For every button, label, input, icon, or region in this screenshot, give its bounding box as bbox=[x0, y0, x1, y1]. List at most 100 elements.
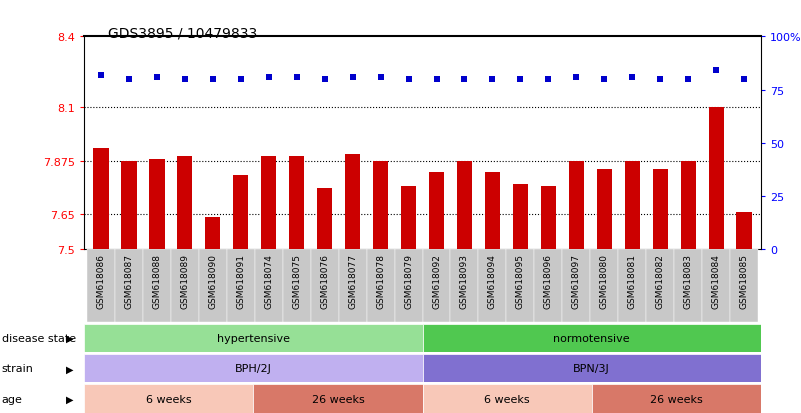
Bar bbox=[177, 157, 192, 250]
Point bbox=[542, 76, 555, 83]
Text: GSM618082: GSM618082 bbox=[656, 254, 665, 308]
Bar bbox=[736, 212, 752, 250]
Text: GSM618078: GSM618078 bbox=[376, 254, 385, 309]
Point bbox=[598, 76, 610, 83]
Bar bbox=[429, 173, 445, 250]
Bar bbox=[422, 324, 761, 352]
Text: GDS3895 / 10479833: GDS3895 / 10479833 bbox=[108, 27, 257, 41]
Bar bbox=[450, 250, 478, 322]
Bar bbox=[653, 169, 668, 250]
Bar bbox=[731, 250, 759, 322]
Bar bbox=[205, 218, 220, 250]
Bar bbox=[199, 250, 227, 322]
Text: GSM618093: GSM618093 bbox=[460, 254, 469, 309]
Text: ▶: ▶ bbox=[66, 394, 74, 404]
Point bbox=[207, 76, 219, 83]
Point bbox=[179, 76, 191, 83]
Bar bbox=[485, 173, 500, 250]
Point bbox=[486, 76, 499, 83]
Bar bbox=[597, 169, 612, 250]
Point bbox=[151, 74, 163, 81]
Point bbox=[318, 76, 331, 83]
Bar bbox=[143, 250, 171, 322]
Bar bbox=[87, 250, 115, 322]
Bar bbox=[84, 324, 422, 352]
Bar bbox=[93, 148, 109, 250]
Bar bbox=[367, 250, 395, 322]
Bar bbox=[422, 250, 450, 322]
Bar bbox=[373, 161, 388, 250]
Text: GSM618087: GSM618087 bbox=[124, 254, 133, 309]
Text: BPH/2J: BPH/2J bbox=[235, 363, 272, 373]
Bar bbox=[506, 250, 534, 322]
Bar bbox=[625, 161, 640, 250]
Bar bbox=[233, 176, 248, 250]
Bar bbox=[592, 385, 761, 413]
Point bbox=[738, 76, 751, 83]
Text: ▶: ▶ bbox=[66, 333, 74, 343]
Text: GSM618075: GSM618075 bbox=[292, 254, 301, 309]
Bar bbox=[261, 157, 276, 250]
Text: GSM618074: GSM618074 bbox=[264, 254, 273, 308]
Point bbox=[290, 74, 303, 81]
Point bbox=[402, 76, 415, 83]
Text: GSM618090: GSM618090 bbox=[208, 254, 217, 309]
Point bbox=[374, 74, 387, 81]
Bar bbox=[283, 250, 311, 322]
Point bbox=[430, 76, 443, 83]
Bar bbox=[422, 354, 761, 382]
Bar bbox=[317, 188, 332, 250]
Bar bbox=[311, 250, 339, 322]
Bar bbox=[513, 185, 528, 250]
Bar bbox=[534, 250, 562, 322]
Bar bbox=[149, 160, 164, 250]
Point bbox=[95, 72, 107, 79]
Bar bbox=[590, 250, 618, 322]
Bar bbox=[541, 186, 556, 250]
Text: GSM618096: GSM618096 bbox=[544, 254, 553, 309]
Text: 6 weeks: 6 weeks bbox=[146, 394, 191, 404]
Bar bbox=[255, 250, 283, 322]
Text: 26 weeks: 26 weeks bbox=[312, 394, 364, 404]
Bar bbox=[227, 250, 255, 322]
Text: GSM618077: GSM618077 bbox=[348, 254, 357, 309]
Bar bbox=[253, 385, 422, 413]
Bar bbox=[345, 154, 360, 250]
Bar bbox=[115, 250, 143, 322]
Point bbox=[262, 74, 275, 81]
Text: disease state: disease state bbox=[2, 333, 76, 343]
Point bbox=[682, 76, 694, 83]
Bar bbox=[422, 385, 592, 413]
Text: GSM618086: GSM618086 bbox=[96, 254, 106, 309]
Text: GSM618097: GSM618097 bbox=[572, 254, 581, 309]
Text: strain: strain bbox=[2, 363, 34, 373]
Text: 6 weeks: 6 weeks bbox=[485, 394, 530, 404]
Bar bbox=[289, 157, 304, 250]
Text: GSM618079: GSM618079 bbox=[404, 254, 413, 309]
Text: GSM618084: GSM618084 bbox=[712, 254, 721, 308]
Text: GSM618095: GSM618095 bbox=[516, 254, 525, 309]
Bar bbox=[618, 250, 646, 322]
Point bbox=[235, 76, 248, 83]
Bar bbox=[457, 161, 472, 250]
Text: GSM618081: GSM618081 bbox=[628, 254, 637, 309]
Text: GSM618080: GSM618080 bbox=[600, 254, 609, 309]
Bar bbox=[400, 186, 417, 250]
Point bbox=[123, 76, 135, 83]
Bar bbox=[339, 250, 367, 322]
Text: GSM618091: GSM618091 bbox=[236, 254, 245, 309]
Bar bbox=[84, 354, 422, 382]
Text: hypertensive: hypertensive bbox=[217, 333, 290, 343]
Bar bbox=[646, 250, 674, 322]
Bar bbox=[702, 250, 731, 322]
Bar bbox=[562, 250, 590, 322]
Point bbox=[346, 74, 359, 81]
Bar bbox=[171, 250, 199, 322]
Bar bbox=[674, 250, 702, 322]
Text: GSM618083: GSM618083 bbox=[684, 254, 693, 309]
Text: GSM618092: GSM618092 bbox=[432, 254, 441, 308]
Bar bbox=[395, 250, 422, 322]
Text: GSM618088: GSM618088 bbox=[152, 254, 161, 309]
Text: GSM618076: GSM618076 bbox=[320, 254, 329, 309]
Text: 26 weeks: 26 weeks bbox=[650, 394, 702, 404]
